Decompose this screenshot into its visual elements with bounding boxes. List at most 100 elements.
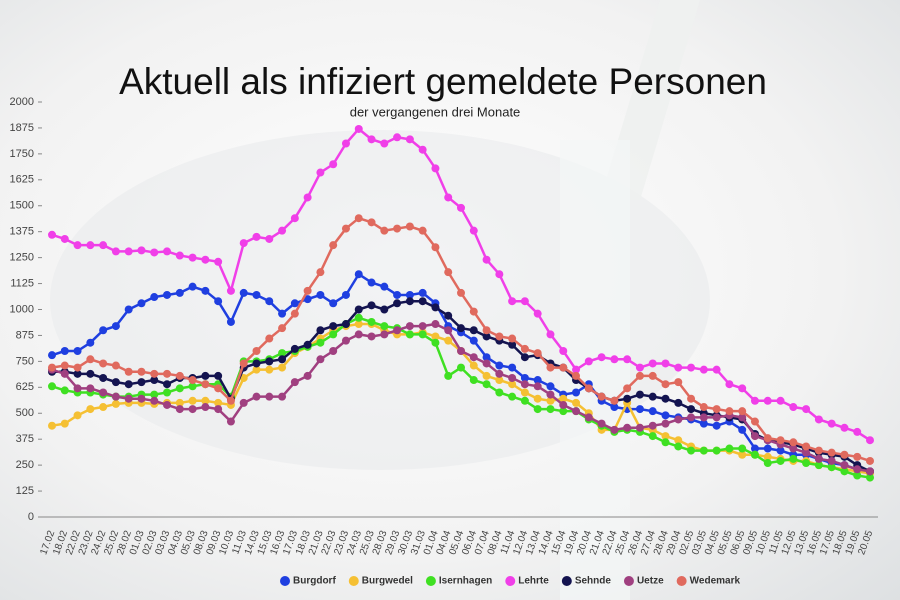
data-point — [648, 371, 657, 380]
data-point — [610, 396, 619, 405]
data-point — [802, 459, 811, 468]
data-point — [188, 282, 197, 291]
data-point — [789, 444, 798, 453]
legend-swatch — [280, 576, 290, 586]
data-point — [405, 322, 414, 331]
y-tick-label: 1625 — [10, 174, 34, 186]
y-tick-label: 2000 — [10, 96, 34, 108]
data-point — [866, 456, 874, 465]
data-point — [239, 398, 248, 407]
data-point — [572, 371, 581, 380]
data-point — [278, 392, 287, 401]
data-point — [48, 363, 56, 372]
data-point — [265, 334, 274, 343]
data-point — [584, 413, 593, 422]
chart-subtitle: der vergangenen drei Monate — [350, 104, 521, 119]
data-point — [635, 423, 644, 432]
data-point — [840, 423, 849, 432]
legend-item: Lehrte — [505, 576, 549, 587]
y-tick-label: 1500 — [10, 200, 34, 212]
data-point — [303, 295, 312, 304]
data-point — [610, 425, 619, 434]
data-point — [278, 226, 287, 235]
data-point — [853, 465, 862, 474]
background-shape — [560, 140, 630, 600]
data-point — [99, 241, 108, 250]
data-point — [635, 371, 644, 380]
data-point — [763, 452, 772, 461]
data-point — [444, 193, 453, 202]
data-point — [163, 369, 172, 378]
data-point — [610, 403, 619, 412]
data-point — [648, 421, 657, 430]
data-point — [354, 214, 363, 223]
data-point — [418, 288, 427, 297]
data-point — [354, 270, 363, 279]
data-point — [750, 450, 759, 459]
data-point — [393, 133, 402, 142]
data-point — [86, 405, 95, 414]
data-point — [60, 234, 69, 243]
data-point — [699, 403, 708, 412]
data-point — [597, 353, 606, 362]
data-point — [520, 297, 529, 306]
data-point — [290, 309, 299, 318]
data-point — [648, 407, 657, 416]
data-point — [533, 405, 542, 414]
data-point — [572, 407, 581, 416]
data-point — [175, 384, 184, 393]
data-point — [290, 378, 299, 387]
data-point — [73, 384, 82, 393]
data-point — [559, 407, 568, 416]
data-point — [648, 392, 657, 401]
data-point — [239, 359, 248, 368]
data-point — [329, 322, 338, 331]
data-point — [482, 326, 491, 335]
data-point — [316, 268, 325, 277]
data-point — [214, 405, 223, 414]
data-point — [482, 380, 491, 389]
legend-label: Sehnde — [575, 576, 612, 587]
data-point — [750, 396, 759, 405]
data-point — [444, 311, 453, 320]
data-point — [188, 253, 197, 262]
data-point — [367, 301, 376, 310]
data-point — [73, 363, 82, 372]
data-point — [597, 419, 606, 428]
data-point — [137, 367, 146, 376]
data-point — [572, 365, 581, 374]
chart-title: Aktuell als infiziert gemeldete Personen — [119, 61, 767, 102]
data-point — [661, 438, 670, 447]
data-point — [520, 388, 529, 397]
data-point — [380, 322, 389, 331]
data-point — [827, 456, 836, 465]
data-point — [316, 355, 325, 364]
data-point — [341, 320, 350, 329]
data-point — [329, 160, 338, 169]
data-point — [214, 257, 223, 266]
data-point — [508, 373, 517, 382]
data-point — [559, 394, 568, 403]
data-point — [457, 203, 465, 212]
data-point — [367, 218, 376, 227]
data-point — [572, 398, 581, 407]
data-point — [188, 376, 197, 385]
data-point — [252, 392, 261, 401]
legend-label: Uetze — [637, 576, 664, 587]
data-point — [163, 388, 172, 397]
data-point — [444, 371, 453, 380]
data-point — [495, 376, 504, 385]
y-tick-label: 1000 — [10, 303, 34, 315]
data-point — [99, 359, 108, 368]
legend-swatch — [505, 576, 516, 586]
data-point — [48, 230, 56, 239]
legend-item: Sehnde — [561, 576, 612, 587]
data-point — [226, 286, 235, 295]
legend-item: Burgdorf — [280, 576, 336, 587]
y-tick-label: 750 — [16, 355, 34, 367]
data-point — [252, 347, 261, 355]
data-point — [431, 332, 440, 341]
data-point — [763, 459, 772, 468]
data-point — [725, 380, 734, 389]
data-point — [367, 278, 376, 287]
